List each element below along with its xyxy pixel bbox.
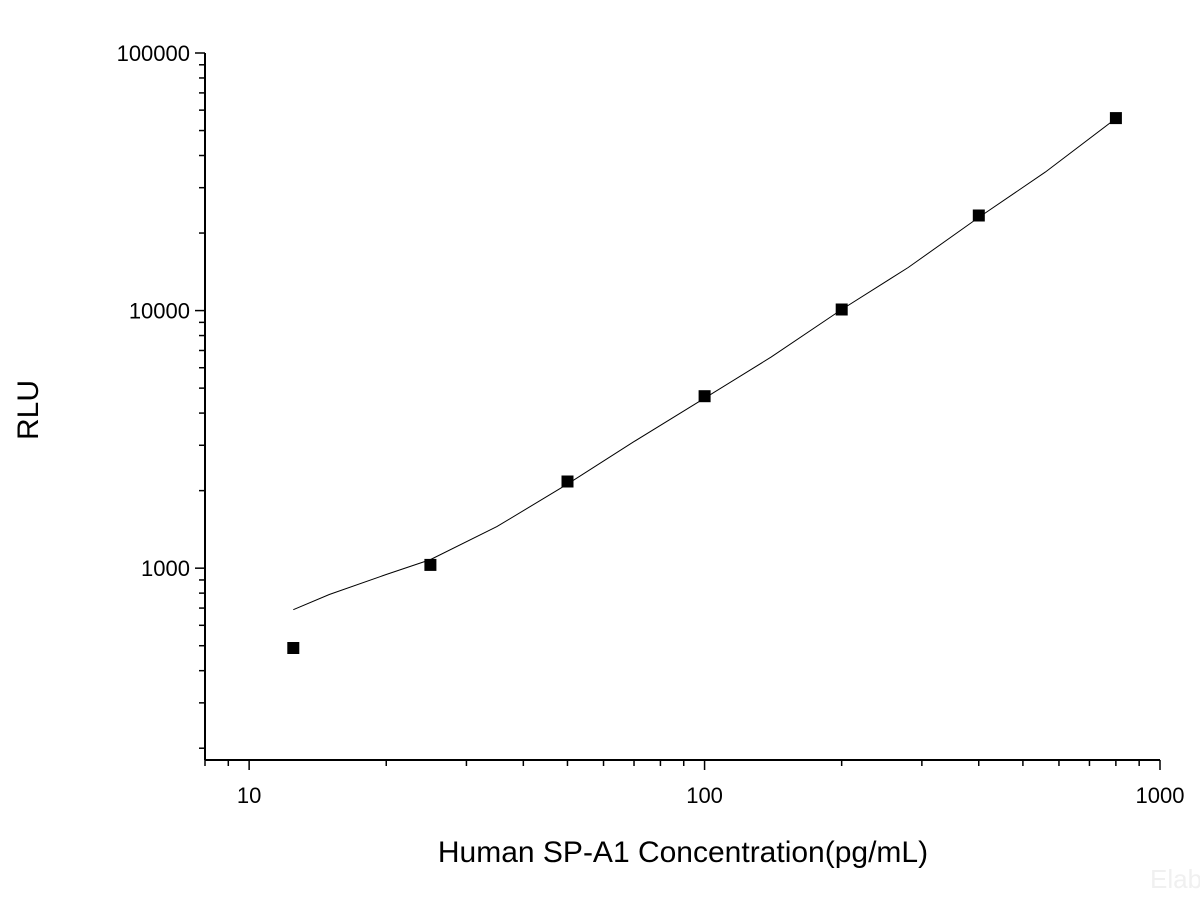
x-axis-title: Human SP-A1 Concentration(pg/mL) xyxy=(438,836,928,869)
y-axis-title: RLU xyxy=(12,380,45,440)
data-point xyxy=(424,558,437,571)
x-tick-label: 1000 xyxy=(1136,783,1185,808)
x-tick-label: 100 xyxy=(686,783,723,808)
y-tick-label: 10000 xyxy=(129,299,190,324)
data-point xyxy=(972,209,985,222)
data-point xyxy=(835,303,848,316)
data-point xyxy=(1109,112,1122,125)
data-point xyxy=(287,642,300,654)
watermark: Elab xyxy=(1150,864,1200,894)
y-tick-label: 1000 xyxy=(141,556,190,581)
y-tick-label: 100000 xyxy=(117,41,190,66)
data-points-layer xyxy=(287,112,1122,654)
fit-curve xyxy=(293,118,1117,611)
fit-curve-layer xyxy=(293,118,1117,611)
data-point xyxy=(698,390,711,403)
axes xyxy=(195,52,1161,770)
tick-labels-layer: 10 100 1000 1000 10000 100000 xyxy=(117,41,1185,808)
x-tick-label: 10 xyxy=(237,783,261,808)
data-point xyxy=(561,475,574,488)
